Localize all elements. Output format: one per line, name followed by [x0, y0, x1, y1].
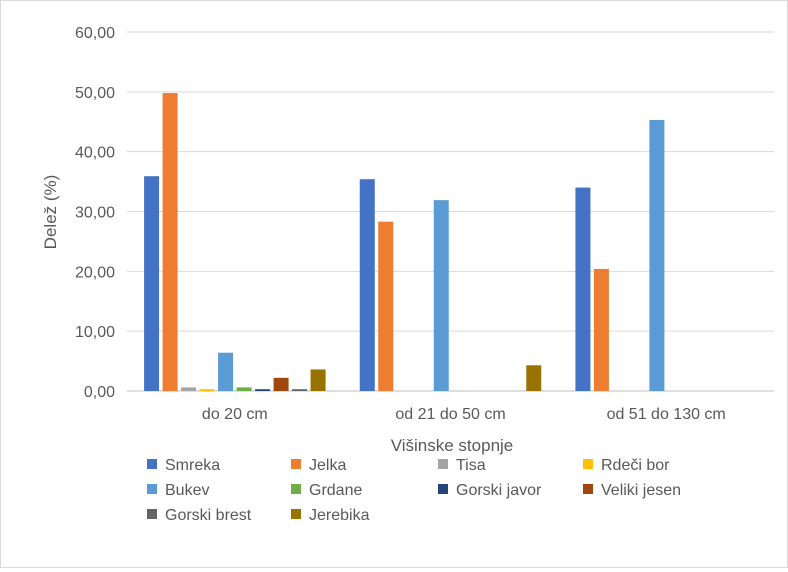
bar-gorski-brest: [292, 389, 308, 391]
y-tick-label: 30,00: [75, 205, 115, 222]
y-axis-title: Delež (%): [41, 175, 60, 250]
x-axis-title: Višinske stopnje: [391, 436, 514, 455]
bar-grdane: [236, 387, 252, 391]
bar-gorski-javor: [255, 389, 271, 391]
bar-bukev: [433, 200, 449, 391]
legend-swatch: [291, 509, 301, 519]
gridlines: [127, 31, 774, 392]
x-tick-label: do 20 cm: [202, 406, 268, 423]
x-tick-labels: do 20 cm od 21 do 50 cm od 51 do 130 cm: [202, 406, 726, 423]
legend: Smreka Jelka Tisa Rdeči bor Bukev Grdane Gorsk…: [147, 457, 681, 524]
bars: [144, 93, 665, 391]
bar-tisa: [181, 387, 197, 391]
bar-rdeci-bor: [199, 389, 215, 391]
legend-label: Bukev: [165, 482, 209, 499]
legend-label: Jelka: [309, 457, 346, 474]
y-tick-labels: 0,00 10,00 20,00 30,00 40,00 50,00 60,00: [75, 25, 115, 401]
legend-label: Gorski javor: [456, 482, 542, 499]
x-tick-label: od 51 do 130 cm: [607, 406, 726, 423]
bar-smreka: [144, 176, 160, 391]
bar-jelka: [378, 221, 394, 391]
legend-label: Rdeči bor: [601, 457, 670, 474]
legend-label: Gorski brest: [165, 507, 252, 524]
legend-swatch: [147, 484, 157, 494]
bar-veliki-jesen: [273, 377, 289, 391]
y-tick-label: 0,00: [84, 384, 115, 401]
bar-jelka: [162, 93, 178, 391]
legend-swatch: [438, 484, 448, 494]
bar-jerebika: [526, 365, 542, 391]
legend-label: Jerebika: [309, 507, 370, 524]
y-tick-label: 60,00: [75, 25, 115, 42]
legend-label: Grdane: [309, 482, 362, 499]
x-tick-label: od 21 do 50 cm: [395, 406, 505, 423]
legend-label: Tisa: [456, 457, 486, 474]
y-tick-label: 50,00: [75, 85, 115, 102]
legend-swatch: [583, 484, 593, 494]
legend-swatch: [291, 459, 301, 469]
y-tick-label: 10,00: [75, 324, 115, 341]
legend-swatch: [438, 459, 448, 469]
bar-smreka: [359, 179, 375, 391]
bar-jelka: [593, 268, 609, 391]
bar-smreka: [575, 187, 591, 391]
y-tick-label: 40,00: [75, 145, 115, 162]
bar-bukev: [649, 119, 665, 391]
bar-bukev: [218, 352, 234, 391]
legend-swatch: [583, 459, 593, 469]
legend-swatch: [147, 509, 157, 519]
legend-label: Smreka: [165, 457, 220, 474]
bar-jerebika: [310, 369, 326, 391]
y-tick-label: 20,00: [75, 264, 115, 281]
legend-label: Veliki jesen: [601, 482, 681, 499]
legend-swatch: [291, 484, 301, 494]
legend-swatch: [147, 459, 157, 469]
